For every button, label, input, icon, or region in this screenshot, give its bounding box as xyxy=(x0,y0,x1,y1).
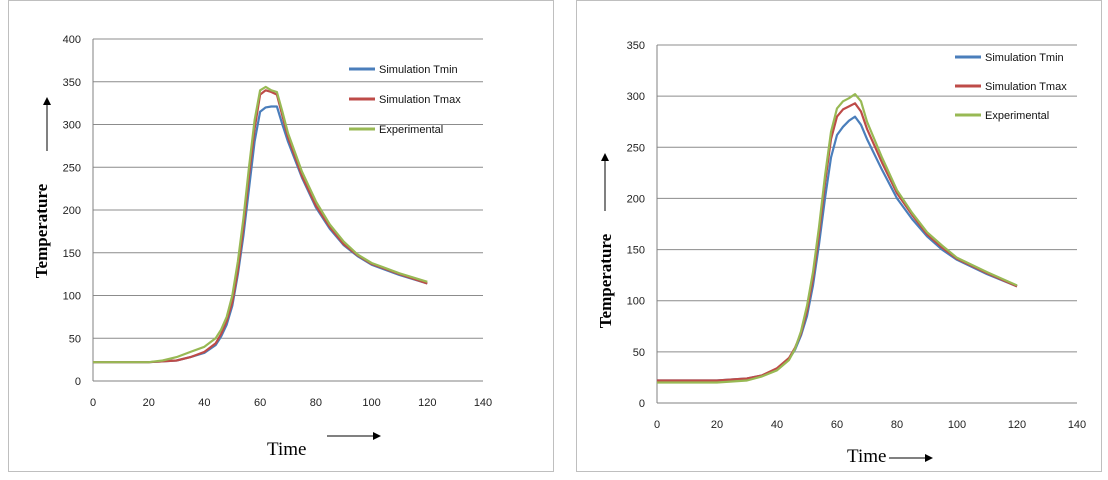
y-axis-title: Temperature xyxy=(596,233,615,328)
y-tick-label: 250 xyxy=(627,142,645,154)
x-tick-label: 40 xyxy=(771,419,783,431)
x-tick-label: 0 xyxy=(654,419,660,431)
legend-label-experimental: Experimental xyxy=(985,110,1049,122)
x-tick-label: 0 xyxy=(90,397,96,409)
x-tick-label: 140 xyxy=(474,397,492,409)
legend-label-simulation-tmin: Simulation Tmin xyxy=(985,52,1064,64)
y-axis-title: Temperature xyxy=(32,183,51,278)
x-tick-label: 80 xyxy=(891,419,903,431)
series-line-simulation-tmin xyxy=(93,105,428,364)
x-tick-label: 60 xyxy=(831,419,843,431)
y-tick-label: 300 xyxy=(63,120,81,132)
x-tick-label: 100 xyxy=(362,397,380,409)
y-tick-label: 50 xyxy=(633,347,645,359)
x-tick-label: 120 xyxy=(1008,419,1026,431)
x-tick-label: 40 xyxy=(198,397,210,409)
y-tick-label: 0 xyxy=(75,376,81,388)
series-line-simulation-tmax xyxy=(657,102,1018,382)
y-tick-label: 150 xyxy=(627,245,645,257)
y-tick-label: 350 xyxy=(63,77,81,89)
y-tick-label: 100 xyxy=(63,291,81,303)
x-axis-title: Time xyxy=(267,439,306,460)
y-tick-label: 0 xyxy=(639,398,645,410)
series-line-experimental xyxy=(657,92,1018,384)
y-tick-label: 250 xyxy=(63,162,81,174)
x-tick-label: 20 xyxy=(711,419,723,431)
y-tick-label: 200 xyxy=(63,205,81,217)
series-line-simulation-tmin xyxy=(657,115,1018,382)
y-tick-label: 50 xyxy=(69,333,81,345)
chart-2: 0 50 100 150 200 250 300 350 0 20 40 60 80 100 120 140 S… xyxy=(596,40,1086,467)
x-tick-label: 20 xyxy=(143,397,155,409)
legend-label-simulation-tmin: Simulation Tmin xyxy=(379,64,458,76)
series-line-simulation-tmax xyxy=(93,89,428,364)
chart-panel-2: 0 50 100 150 200 250 300 350 0 20 40 60 80 100 120 140 S… xyxy=(576,0,1102,472)
chart-panel-1: 0 50 100 150 200 250 300 350 400 0 20 40 60 80 100 120 1… xyxy=(8,0,554,472)
x-axis-arrowhead xyxy=(925,454,933,462)
x-tick-label: 120 xyxy=(418,397,436,409)
y-axis-arrowhead xyxy=(601,153,609,161)
y-tick-label: 150 xyxy=(63,248,81,260)
legend-label-simulation-tmax: Simulation Tmax xyxy=(379,94,461,106)
chart-1: 0 50 100 150 200 250 300 350 400 0 20 40 60 80 100 120 1… xyxy=(32,34,492,460)
y-tick-label: 300 xyxy=(627,91,645,103)
x-tick-label: 60 xyxy=(254,397,266,409)
series-line-experimental xyxy=(93,85,428,364)
x-axis-title: Time xyxy=(847,446,886,467)
y-tick-label: 400 xyxy=(63,34,81,46)
x-tick-label: 100 xyxy=(948,419,966,431)
x-axis-arrowhead xyxy=(373,432,381,440)
x-tick-label: 80 xyxy=(310,397,322,409)
x-tick-label: 140 xyxy=(1068,419,1086,431)
y-axis-arrowhead xyxy=(43,97,51,105)
y-tick-label: 350 xyxy=(627,40,645,52)
legend-label-simulation-tmax: Simulation Tmax xyxy=(985,81,1067,93)
legend-label-experimental: Experimental xyxy=(379,124,443,136)
y-tick-label: 200 xyxy=(627,193,645,205)
y-tick-label: 100 xyxy=(627,296,645,308)
